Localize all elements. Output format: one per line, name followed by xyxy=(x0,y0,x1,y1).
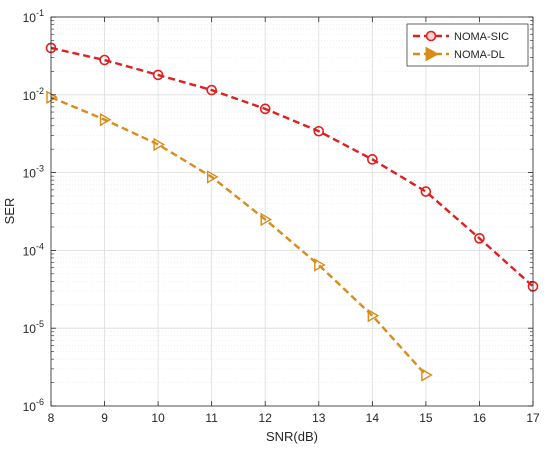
data-point xyxy=(474,233,485,244)
series-noma-dl xyxy=(46,90,433,382)
data-point xyxy=(99,54,110,66)
data-point xyxy=(367,308,380,323)
legend-label: NOMA-SIC xyxy=(454,31,509,43)
x-tick-label: 14 xyxy=(366,411,380,425)
data-point xyxy=(153,137,166,152)
data-point xyxy=(206,84,217,96)
data-point xyxy=(99,112,112,127)
data-point xyxy=(313,125,325,137)
x-axis-ticks: 8 9 10 11 12 13 14 15 16 17 xyxy=(48,17,540,425)
y-tick-label: 10-2 xyxy=(23,86,44,103)
data-point xyxy=(260,212,273,227)
x-tick-label: 13 xyxy=(312,411,326,425)
series-line xyxy=(50,46,534,288)
x-tick-label: 16 xyxy=(473,411,487,425)
series-line xyxy=(50,96,427,376)
data-point xyxy=(367,154,378,165)
x-tick-label: 10 xyxy=(151,411,165,425)
y-tick-label: 10-5 xyxy=(23,319,44,336)
minor-grid xyxy=(51,20,533,383)
data-point xyxy=(314,258,326,272)
plot-frame xyxy=(50,16,534,407)
legend-marker xyxy=(425,30,437,42)
x-tick-label: 11 xyxy=(205,411,218,425)
y-axis-title: SER xyxy=(2,198,17,225)
x-tick-label: 15 xyxy=(419,411,433,425)
x-tick-label: 12 xyxy=(259,411,273,425)
legend-label: NOMA-DL xyxy=(454,49,505,61)
data-point xyxy=(152,69,164,81)
series-layer xyxy=(45,42,539,382)
x-tick-label: 9 xyxy=(101,411,108,425)
x-tick-label: 17 xyxy=(526,411,540,425)
legend: NOMA-SIC NOMA-DL xyxy=(406,23,529,67)
y-tick-label: 10-3 xyxy=(23,164,44,181)
y-tick-label: 10-4 xyxy=(23,241,44,258)
plot-area xyxy=(51,17,533,406)
data-point xyxy=(421,368,433,382)
y-tick-label: 10-6 xyxy=(23,397,44,414)
y-axis-ticks: 10-1 10-2 10-3 10-4 10-5 10-6 xyxy=(23,8,533,414)
data-point xyxy=(259,103,271,115)
y-tick-label: 10-1 xyxy=(23,8,44,25)
x-tick-label: 8 xyxy=(48,411,55,425)
x-axis-title: SNR(dB) xyxy=(266,429,318,444)
data-point xyxy=(206,170,219,184)
legend-marker xyxy=(425,46,440,62)
data-point xyxy=(420,186,432,197)
